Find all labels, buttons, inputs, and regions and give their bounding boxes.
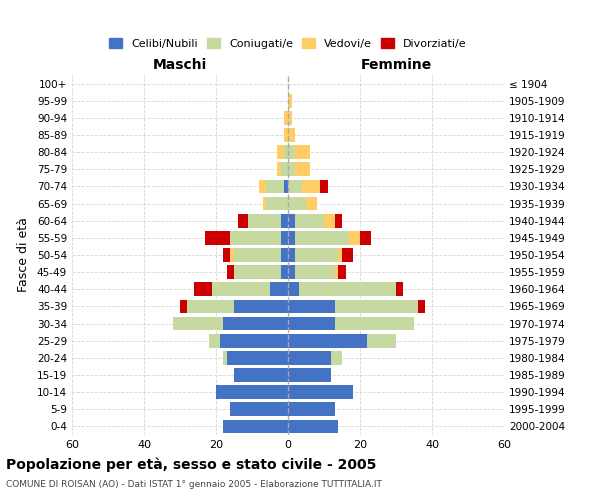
Text: Popolazione per età, sesso e stato civile - 2005: Popolazione per età, sesso e stato civil… <box>6 458 376 472</box>
Bar <box>320 180 328 194</box>
Bar <box>342 248 353 262</box>
Bar <box>295 214 324 228</box>
Bar <box>259 180 266 194</box>
Bar <box>288 300 335 314</box>
Bar <box>238 214 248 228</box>
Bar <box>295 146 310 159</box>
Bar <box>205 231 230 244</box>
Bar <box>234 300 288 314</box>
Bar <box>288 162 295 176</box>
Bar <box>223 420 288 434</box>
Legend: Celibi/Nubili, Coniugati/e, Vedovi/e, Divorziati/e: Celibi/Nubili, Coniugati/e, Vedovi/e, Di… <box>105 34 471 54</box>
Bar <box>288 111 292 124</box>
Bar <box>284 128 288 142</box>
Bar <box>288 146 295 159</box>
Bar <box>288 316 335 330</box>
Bar <box>288 266 295 279</box>
Bar <box>396 282 403 296</box>
Bar <box>281 231 288 244</box>
Bar <box>220 334 288 347</box>
Bar <box>288 334 367 347</box>
Bar <box>306 196 317 210</box>
Bar <box>295 266 335 279</box>
Bar <box>331 351 342 364</box>
Bar <box>284 146 288 159</box>
Bar <box>234 266 281 279</box>
Bar <box>216 386 288 399</box>
Bar <box>230 231 281 244</box>
Bar <box>227 351 288 364</box>
Bar <box>230 248 234 262</box>
Bar <box>367 334 396 347</box>
Text: COMUNE DI ROISAN (AO) - Dati ISTAT 1° gennaio 2005 - Elaborazione TUTTITALIA.IT: COMUNE DI ROISAN (AO) - Dati ISTAT 1° ge… <box>6 480 382 489</box>
Bar <box>234 248 281 262</box>
Bar <box>324 214 335 228</box>
Bar <box>180 300 187 314</box>
Bar <box>248 214 281 228</box>
Bar <box>212 282 270 296</box>
Bar <box>288 368 331 382</box>
Bar <box>277 162 281 176</box>
Bar <box>223 248 230 262</box>
Bar <box>295 248 338 262</box>
Bar <box>299 282 396 296</box>
Bar <box>288 282 299 296</box>
Bar <box>335 214 342 228</box>
Bar <box>284 111 288 124</box>
Bar <box>288 128 295 142</box>
Bar <box>288 351 331 364</box>
Bar <box>173 316 223 330</box>
Bar <box>335 300 418 314</box>
Text: Femmine: Femmine <box>361 58 431 71</box>
Bar <box>223 351 227 364</box>
Bar <box>335 266 338 279</box>
Bar <box>338 248 342 262</box>
Bar <box>335 316 414 330</box>
Bar <box>209 334 220 347</box>
Bar <box>288 386 353 399</box>
Text: Maschi: Maschi <box>153 58 207 71</box>
Bar <box>281 162 288 176</box>
Bar <box>281 248 288 262</box>
Bar <box>234 368 288 382</box>
Bar <box>288 214 295 228</box>
Bar <box>418 300 425 314</box>
Bar <box>266 180 284 194</box>
Bar <box>288 196 306 210</box>
Bar <box>266 196 288 210</box>
Bar <box>295 162 310 176</box>
Bar <box>288 94 292 108</box>
Bar <box>223 316 288 330</box>
Bar <box>230 402 288 416</box>
Bar <box>187 300 234 314</box>
Bar <box>194 282 212 296</box>
Bar <box>338 266 346 279</box>
Bar <box>263 196 266 210</box>
Bar <box>349 231 360 244</box>
Bar <box>227 266 234 279</box>
Bar <box>277 146 284 159</box>
Bar <box>288 231 295 244</box>
Bar <box>302 180 320 194</box>
Bar <box>288 402 335 416</box>
Bar <box>281 266 288 279</box>
Bar <box>288 180 302 194</box>
Y-axis label: Fasce di età: Fasce di età <box>17 218 30 292</box>
Bar <box>288 420 338 434</box>
Bar <box>288 248 295 262</box>
Bar <box>360 231 371 244</box>
Bar <box>295 231 349 244</box>
Bar <box>284 180 288 194</box>
Bar <box>270 282 288 296</box>
Bar <box>281 214 288 228</box>
